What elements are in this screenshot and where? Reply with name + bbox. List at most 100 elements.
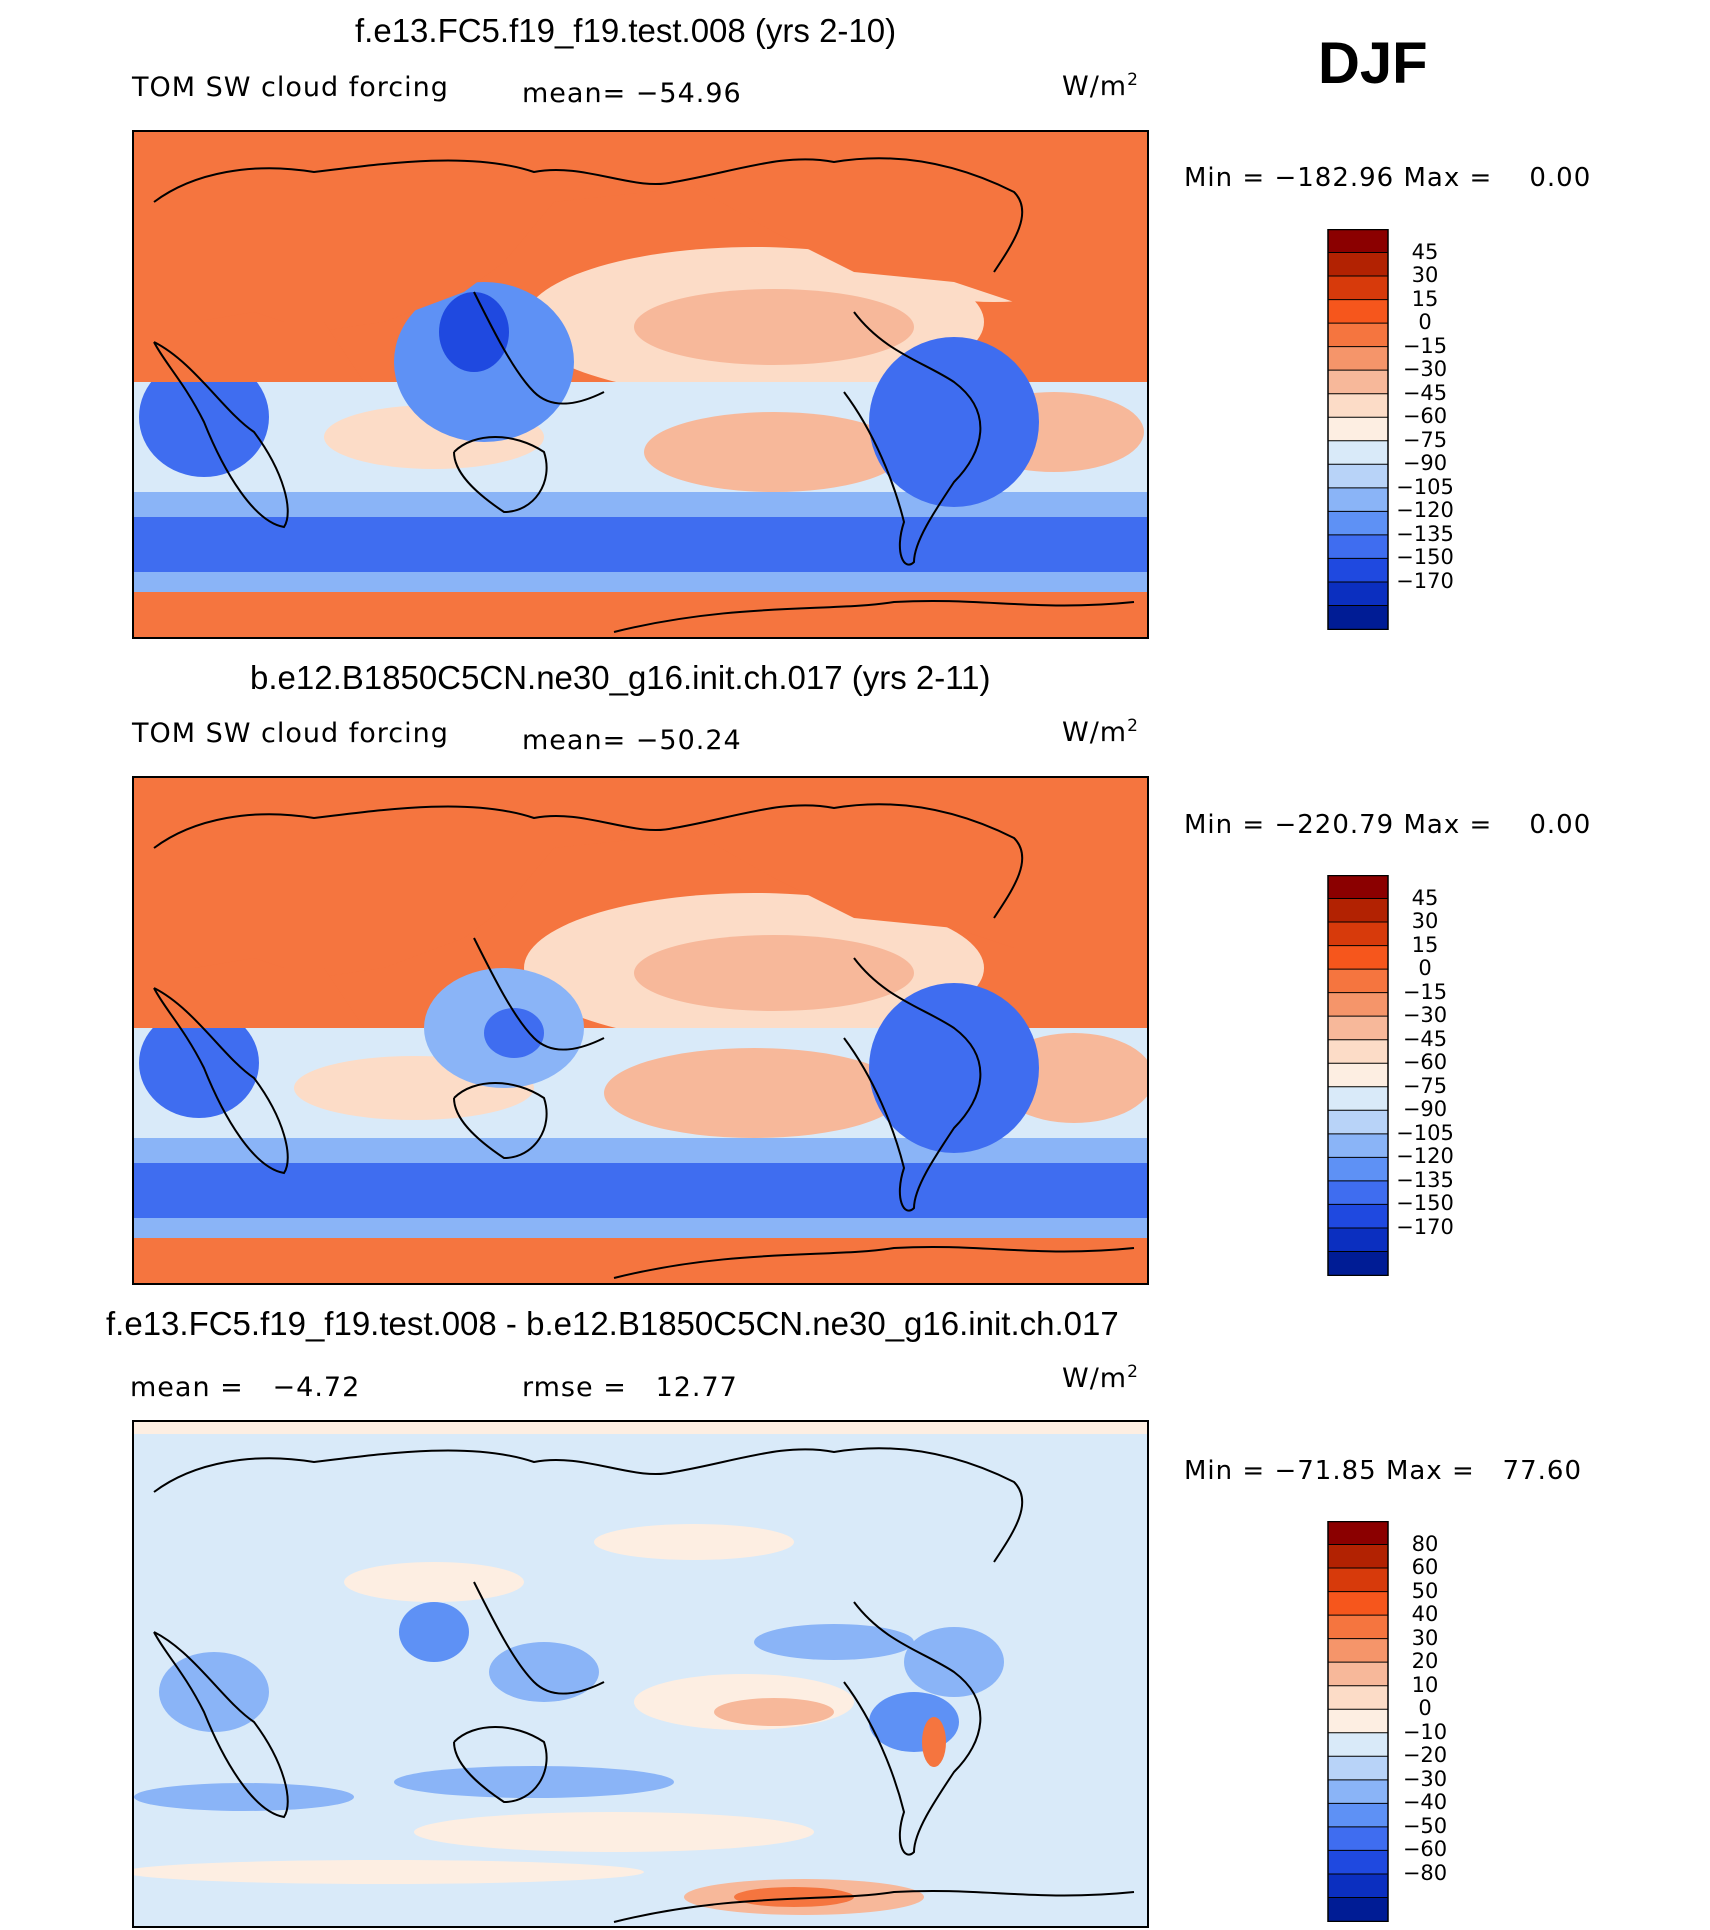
map-field <box>394 1766 674 1798</box>
map-field <box>634 289 914 365</box>
colorbar-tick-label: −45 <box>1402 1026 1448 1051</box>
panel-3-map <box>132 1420 1149 1928</box>
panel-2-colorbar-svg <box>1327 874 1389 1277</box>
panel-3-map-svg <box>134 1422 1147 1926</box>
panel-3-units-text: W/m <box>1062 1363 1128 1394</box>
colorbar-swatch <box>1328 1544 1388 1569</box>
colorbar-swatch <box>1328 1615 1388 1640</box>
map-field <box>634 935 914 1011</box>
map-field <box>134 592 1147 637</box>
colorbar-swatch <box>1328 1779 1388 1804</box>
colorbar-swatch <box>1328 464 1388 489</box>
colorbar-swatch <box>1328 1850 1388 1875</box>
colorbar-tick-label: −30 <box>1402 357 1448 382</box>
panel-1-title: f.e13.FC5.f19_f19.test.008 (yrs 2-10) <box>355 12 897 49</box>
colorbar-swatch <box>1328 1662 1388 1687</box>
panel-2-map <box>132 776 1149 1285</box>
colorbar-swatch <box>1328 1709 1388 1734</box>
panel-2-units-text: W/m <box>1062 717 1128 748</box>
map-field <box>484 1008 544 1058</box>
panel-1-variable: TOM SW cloud forcing <box>132 72 449 103</box>
panel-1-colorbar-svg <box>1327 228 1389 631</box>
panel-2-mean-value: −50.24 <box>635 725 742 756</box>
colorbar-swatch <box>1328 276 1388 301</box>
panel-2-map-svg <box>134 778 1147 1283</box>
colorbar-swatch <box>1328 922 1388 947</box>
panel-3-colorbar-svg <box>1327 1520 1389 1923</box>
colorbar-swatch <box>1328 1110 1388 1135</box>
colorbar-tick-label: −75 <box>1402 1073 1448 1098</box>
map-field <box>922 1717 946 1767</box>
colorbar-tick-label: −15 <box>1402 333 1448 358</box>
panel-3-minmax: Min = −71.85 Max = 77.60 <box>1184 1456 1582 1486</box>
panel-3-mean-value: −4.72 <box>272 1372 361 1403</box>
colorbar-swatch <box>1328 1204 1388 1229</box>
map-field <box>139 357 269 477</box>
map-field <box>754 1624 914 1660</box>
colorbar-tick-label: 0 <box>1418 1696 1432 1721</box>
colorbar-tick-label: −75 <box>1402 427 1448 452</box>
colorbar-swatch <box>1328 1251 1388 1276</box>
colorbar-swatch <box>1328 1180 1388 1205</box>
colorbar-tick-label: 30 <box>1411 909 1439 934</box>
colorbar-swatch <box>1328 1157 1388 1182</box>
colorbar-swatch <box>1328 605 1388 630</box>
colorbar-tick-label: −90 <box>1402 1097 1448 1122</box>
panel-2-minmax: Min = −220.79 Max = 0.00 <box>1184 810 1591 840</box>
colorbar-swatch <box>1328 511 1388 536</box>
panel-1-units-exp: 2 <box>1127 70 1139 90</box>
panel-1-max-value: 0.00 <box>1529 163 1592 193</box>
colorbar-tick-label: −20 <box>1402 1743 1448 1768</box>
coastlines <box>153 1447 1135 1923</box>
map-field <box>344 1562 524 1602</box>
colorbar-tick-label: 30 <box>1411 1625 1439 1650</box>
colorbar-swatch <box>1328 1063 1388 1088</box>
panel-1-minmax: Min = −182.96 Max = 0.00 <box>1184 163 1591 193</box>
colorbar-tick-label: −30 <box>1402 1003 1448 1028</box>
map-field <box>439 292 509 372</box>
season-label: DJF <box>1318 31 1428 96</box>
colorbar-tick-label: −120 <box>1396 498 1454 523</box>
colorbar-tick-label: 0 <box>1418 310 1432 335</box>
colorbar-swatch <box>1328 417 1388 442</box>
panel-2-max-label: Max = <box>1403 810 1493 840</box>
panel-2-units: W/m2 <box>1062 716 1139 748</box>
panel-2-max-value: 0.00 <box>1529 810 1592 840</box>
panel-2-units-exp: 2 <box>1127 716 1139 736</box>
colorbar-tick-label: −80 <box>1402 1860 1448 1885</box>
coastlines <box>153 157 1135 633</box>
colorbar-tick-label: 45 <box>1411 885 1439 910</box>
colorbar-swatch <box>1328 1039 1388 1064</box>
colorbar-tick-label: 50 <box>1411 1578 1439 1603</box>
colorbar-swatch <box>1328 1638 1388 1663</box>
map-field <box>134 132 1147 332</box>
panel-1-mean-value: −54.96 <box>635 78 742 109</box>
colorbar-tick-label: −170 <box>1396 1214 1454 1239</box>
panel-1-colorbar: 45 30 15 0 −15 −30 −45 −60 −75 −90 −105 −120 −135 −15… <box>1326 228 1454 635</box>
colorbar-swatch <box>1328 252 1388 277</box>
panel-3-max-value: 77.60 <box>1502 1456 1582 1486</box>
map-field <box>134 1783 354 1811</box>
colorbar-swatch <box>1328 1086 1388 1111</box>
colorbar-swatch <box>1328 1873 1388 1898</box>
colorbar-swatch <box>1328 229 1388 254</box>
colorbar-tick-label: −105 <box>1396 474 1454 499</box>
panel-3-max-label: Max = <box>1385 1456 1475 1486</box>
map-field <box>134 968 364 1028</box>
panel-3-mean: mean = −4.72 <box>130 1372 360 1403</box>
map-field <box>134 1238 1147 1283</box>
colorbar-tick-label: −90 <box>1402 451 1448 476</box>
panel-1-max-label: Max = <box>1403 163 1493 193</box>
map-field <box>594 1524 794 1560</box>
map-field <box>904 1627 1004 1697</box>
map-field <box>644 412 904 492</box>
panel-3-rmse-label: rmse = <box>522 1372 627 1403</box>
map-field <box>134 322 364 382</box>
colorbar-swatch <box>1328 1826 1388 1851</box>
map-field <box>134 778 1147 978</box>
map-field <box>134 1163 1147 1218</box>
colorbar-tick-label: −60 <box>1402 1837 1448 1862</box>
colorbar-tick-label: 60 <box>1411 1555 1439 1580</box>
colorbar-tick-label: −15 <box>1402 979 1448 1004</box>
panel-3-rmse-value: 12.77 <box>655 1372 738 1403</box>
